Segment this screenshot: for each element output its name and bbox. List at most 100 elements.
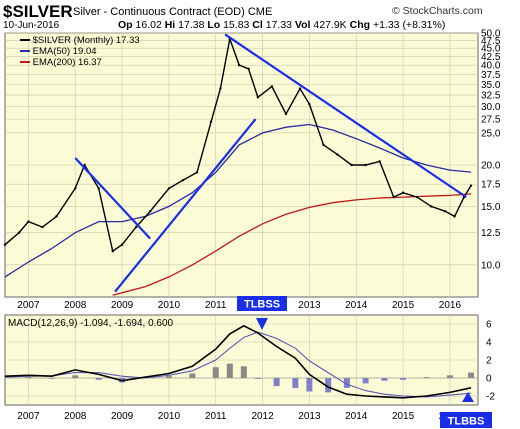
- tlbbs-callout-box: [440, 412, 492, 428]
- y-tick-label-price: 17.5: [481, 180, 501, 191]
- macd-histogram-bar: [446, 375, 453, 378]
- y-tick-label-price: 30.0: [481, 102, 501, 113]
- tlbss-callout-text: TLBSS: [244, 299, 280, 311]
- legend-ema50-label: EMA(50) 19.04: [32, 46, 97, 57]
- chg-label: Chg: [349, 19, 371, 31]
- price-point: [27, 220, 30, 223]
- macd-layer: [4, 324, 478, 399]
- legend-ema200: EMA(200) 16.37: [20, 57, 102, 68]
- high-value: 17.38: [178, 19, 205, 31]
- macd-histogram-bar: [226, 363, 233, 378]
- x-tick-label-price: 2009: [111, 300, 134, 311]
- x-tick-label-price: 2011: [205, 300, 227, 311]
- legend-ema50-swatch: [20, 50, 30, 53]
- price-point: [167, 187, 171, 190]
- price-point: [284, 112, 288, 116]
- macd-line: [4, 324, 472, 399]
- legend-price: $SILVER (Monthly) 17.33: [20, 35, 140, 46]
- price-point: [350, 163, 353, 167]
- legend-macd: MACD(12,26,9) -1.094, -1.694, 0.600: [8, 318, 173, 329]
- macd-histogram-bar: [467, 372, 474, 378]
- macd-histogram-bar: [254, 378, 261, 379]
- macd-signal-line: [4, 331, 472, 398]
- price-point: [401, 191, 405, 194]
- macd-histogram-bar: [423, 377, 430, 378]
- vol-label: Vol: [294, 19, 311, 31]
- tlbss-arrow-icon: [256, 318, 268, 330]
- macd-histogram-bar: [343, 378, 350, 388]
- y-tick-label-price: 50.0: [481, 29, 501, 40]
- price-point: [336, 153, 339, 156]
- y-tick-label-price: 25.0: [481, 128, 501, 139]
- trendline: [74, 157, 151, 240]
- macd-histogram-bar: [212, 367, 219, 378]
- legend-price-label: $SILVER (Monthly) 17.33: [32, 35, 140, 46]
- macd-histogram-bar: [292, 378, 299, 388]
- price-point: [148, 210, 152, 213]
- price-line: [4, 36, 472, 253]
- price-point: [219, 87, 222, 90]
- x-tick-label-price: 2016: [439, 300, 462, 311]
- x-tick-label-macd: 2011: [205, 411, 227, 422]
- y-tick-label-macd: 4: [486, 338, 492, 349]
- price-point: [270, 85, 274, 88]
- price-point: [308, 103, 311, 106]
- macd-histogram-bar: [381, 378, 388, 381]
- x-tick-label-macd: 2009: [111, 411, 134, 422]
- y-tick-label-macd: 6: [486, 320, 492, 331]
- y-tick-label-price: 40.0: [481, 61, 501, 72]
- x-tick-label-price: 2010: [158, 300, 181, 311]
- y-tick-label-price: 10.0: [481, 260, 501, 271]
- x-tick-label-price: 2008: [64, 300, 87, 311]
- price-point: [120, 243, 124, 246]
- quote-date: 10-Jun-2016: [3, 20, 60, 31]
- x-tick-label-macd: 2010: [158, 411, 181, 422]
- open-value: 16.02: [135, 19, 162, 31]
- low-value: 15.83: [223, 19, 250, 31]
- macd-histogram-bar: [325, 378, 332, 393]
- exchange-label: CME: [247, 6, 273, 18]
- y-tick-label-price: 20.0: [481, 161, 501, 172]
- price-point: [364, 163, 367, 167]
- trendline: [114, 118, 257, 293]
- legend-ema200-label: EMA(200) 16.37: [32, 57, 102, 68]
- low-label: Lo: [207, 19, 221, 31]
- price-point: [111, 249, 114, 253]
- y-tick-label-price: 15.0: [481, 202, 501, 213]
- x-tick-label-macd: 2013: [298, 411, 321, 422]
- x-tick-label-macd: 2008: [64, 411, 87, 422]
- macd-histogram-bar: [400, 378, 407, 380]
- legend-ema200-swatch: [20, 61, 30, 64]
- y-tick-label-price: 27.5: [481, 115, 501, 126]
- y-tick-label-price: 45.0: [481, 44, 501, 55]
- annotation-layer: TLBSS TLBBS: [237, 296, 492, 428]
- instrument-name: Silver - Continuous Contract (EOD): [73, 6, 245, 18]
- macd-histogram-bar: [306, 378, 313, 392]
- price-layer: [3, 33, 473, 296]
- y-tick-label-price: 42.5: [481, 52, 501, 63]
- price-point: [195, 171, 199, 174]
- y-tick-label-price: 32.5: [481, 91, 501, 102]
- macd-histogram-bar: [25, 377, 32, 378]
- price-point: [97, 187, 100, 190]
- brand-watermark: © StockCharts.com: [392, 5, 483, 17]
- price-point: [429, 205, 433, 208]
- x-tick-label-price: 2013: [298, 300, 321, 311]
- price-point: [134, 225, 138, 229]
- price-point: [444, 210, 447, 213]
- price-point: [378, 160, 381, 163]
- y-tick-label-price: 35.0: [481, 80, 501, 91]
- y-tick-label-price: 47.5: [481, 36, 501, 47]
- price-point: [415, 195, 419, 199]
- price-point: [453, 215, 456, 218]
- tlbss-callout-box: [237, 296, 287, 311]
- legend-ema50: EMA(50) 19.04: [20, 46, 97, 57]
- price-point: [469, 184, 473, 187]
- trendline: [224, 33, 467, 199]
- x-tick-label-macd: 2014: [345, 411, 368, 422]
- price-point: [74, 187, 77, 190]
- y-tick-label-price: 37.5: [481, 70, 501, 81]
- x-tick-label-price: 2014: [345, 300, 368, 311]
- price-point: [209, 120, 213, 123]
- x-tick-label-price: 2007: [17, 300, 40, 311]
